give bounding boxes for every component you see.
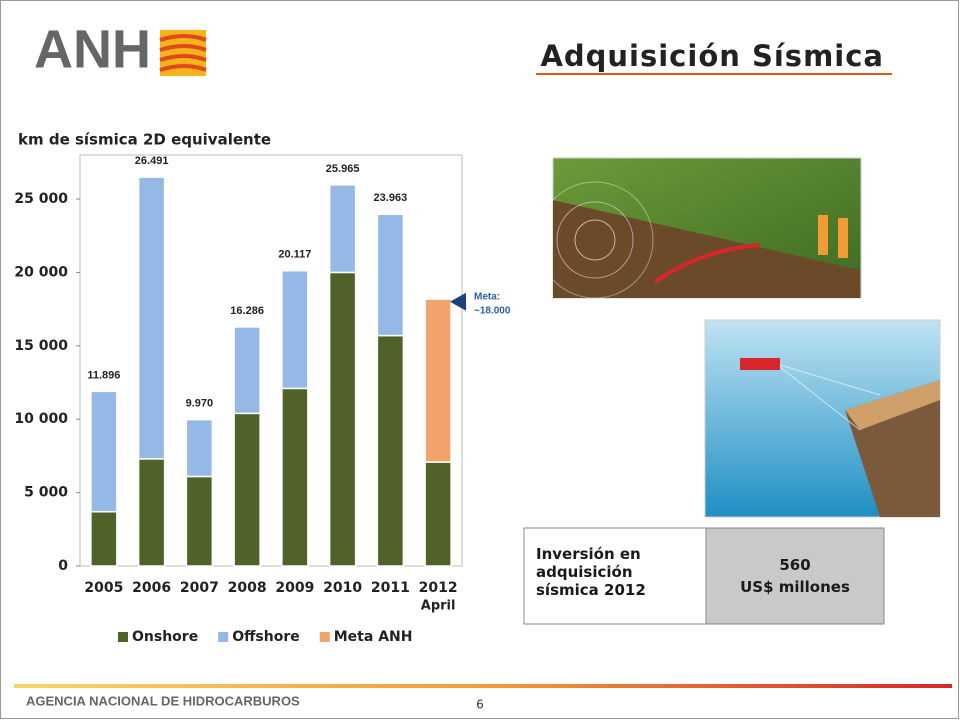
legend-label: Meta ANH	[334, 629, 413, 645]
page-number: 6	[476, 698, 484, 712]
y-tick-label: 0	[58, 558, 68, 574]
footer-organization: AGENCIA NACIONAL DE HIDROCARBUROS	[26, 693, 300, 708]
logo-mark	[159, 30, 207, 76]
info-value-cell	[705, 527, 885, 625]
bar-segment	[424, 461, 452, 567]
bar-segment	[137, 458, 166, 567]
target-value: ~18.000	[474, 305, 511, 316]
total-label: 20.117	[278, 249, 311, 261]
total-label: 9.970	[186, 398, 214, 410]
bar-segment	[90, 510, 118, 567]
onshore-illustration	[536, 157, 862, 299]
bar-segment	[376, 213, 405, 337]
x-annotation: April	[421, 599, 456, 614]
x-tick-label: 2009	[275, 580, 314, 596]
legend-swatch	[319, 632, 330, 642]
bar-segment	[233, 412, 261, 567]
y-tick-label: 25 000	[14, 191, 68, 207]
x-tick-label: 2007	[180, 580, 219, 596]
legend-label: Offshore	[232, 629, 300, 645]
legend-swatch	[118, 632, 128, 642]
x-tick-label: 2005	[84, 580, 123, 596]
legend-label: Onshore	[132, 629, 198, 645]
bar-segment	[90, 390, 118, 513]
info-unit: US$ millones	[740, 578, 850, 596]
x-tick-label: 2011	[371, 580, 410, 596]
y-tick-label: 15 000	[14, 338, 68, 354]
bar-segment	[281, 387, 309, 567]
bar-segment	[376, 334, 405, 567]
y-tick-label: 20 000	[14, 264, 68, 280]
bar-segment	[185, 418, 214, 478]
bar-segment	[137, 176, 166, 460]
x-tick-label: 2010	[323, 580, 362, 596]
total-label: 16.286	[230, 305, 264, 317]
x-tick-label: 2012	[419, 580, 458, 596]
x-tick-label: 2006	[132, 580, 171, 596]
info-value: 560	[779, 556, 811, 574]
offshore-illustration	[704, 319, 941, 518]
total-label: 25.965	[326, 163, 360, 175]
chart-title: km de sísmica 2D equivalente	[18, 131, 271, 149]
bar-segment	[328, 271, 357, 567]
bar-segment	[328, 184, 357, 274]
slide-title: Adquisición Sísmica	[540, 39, 884, 73]
legend-swatch	[218, 632, 229, 642]
target-label: Meta:	[474, 291, 500, 302]
logo: ANH	[34, 19, 151, 79]
total-label: 26.491	[135, 155, 169, 167]
total-label: 11.896	[87, 369, 120, 381]
bar-segment	[281, 269, 309, 390]
bar-segment	[185, 475, 214, 567]
bar-segment	[424, 298, 452, 463]
x-tick-label: 2008	[228, 580, 267, 596]
plot-area	[79, 154, 463, 567]
footer-line	[14, 684, 952, 688]
info-label: Inversión en adquisición sísmica 2012	[536, 545, 646, 599]
y-tick-label: 5 000	[24, 485, 68, 501]
total-label: 23.963	[374, 192, 408, 204]
target-marker	[450, 292, 466, 311]
y-tick-label: 10 000	[14, 411, 68, 427]
bar-segment	[233, 326, 261, 415]
